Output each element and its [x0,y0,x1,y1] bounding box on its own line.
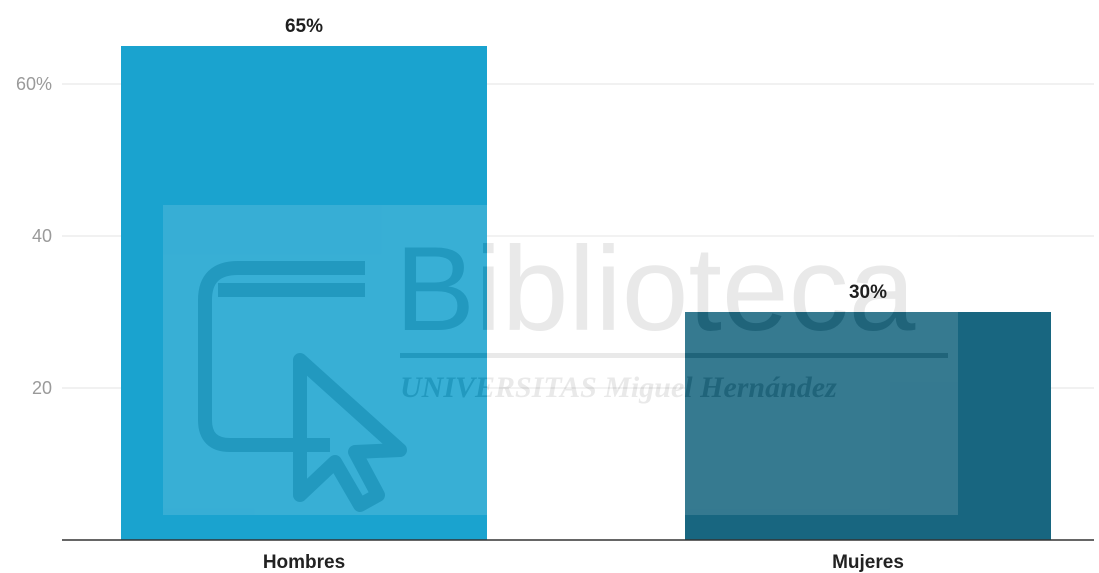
watermark-sub-text: UNIVERSITAS Miguel Hernández [400,371,837,404]
bar-hombres [121,46,487,540]
labels: 65% Hombres 30% Mujeres [263,16,904,573]
y-tick-label: 60% [16,74,52,94]
watermark-rule [400,353,948,358]
watermark-main-text: Biblioteca [395,222,916,356]
watermark-panel [163,205,958,515]
watermark-logo: Biblioteca UNIVERSITAS Miguel Hernández [163,205,958,515]
bars [121,46,1051,540]
y-tick-label: 40 [32,226,52,246]
data-label: 65% [285,16,323,37]
data-label: 30% [849,282,887,303]
bar-mujeres [685,312,1051,540]
x-tick-label: Mujeres [832,552,904,573]
x-tick-label: Hombres [263,552,345,573]
y-axis-ticks: 20 40 60% [16,74,52,398]
book-cursor-icon [198,261,407,512]
y-tick-label: 20 [32,378,52,398]
